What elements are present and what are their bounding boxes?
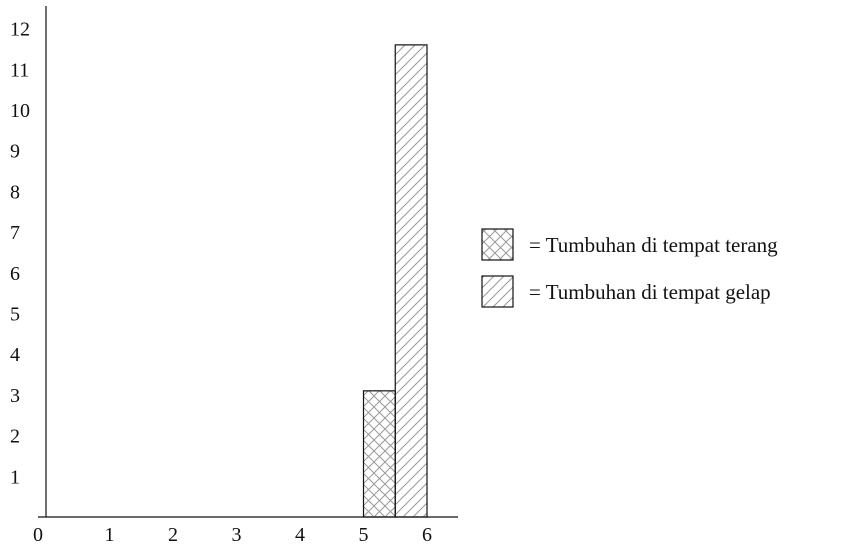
y-tick-label: 7 (10, 222, 20, 244)
legend-label: = Tumbuhan di tempat gelap (529, 280, 771, 304)
y-tick-label: 8 (10, 181, 20, 203)
x-tick-label: 5 (359, 524, 369, 546)
bar-series-1-0 (394, 44, 428, 518)
x-tick-label: 2 (168, 524, 178, 546)
y-tick-label: 6 (10, 263, 20, 285)
y-tick-label: 3 (10, 385, 20, 407)
y-tick-label: 10 (10, 100, 30, 122)
y-tick-label: 5 (10, 304, 20, 326)
x-tick-label: 3 (232, 524, 242, 546)
bar-series-0-0 (362, 390, 396, 518)
x-tick-label: 6 (422, 524, 432, 546)
y-tick-label: 4 (10, 344, 20, 366)
x-tick-label: 0 (33, 524, 43, 546)
x-tick-label: 1 (105, 524, 115, 546)
x-tick-label: 4 (295, 524, 305, 546)
y-tick-label: 11 (10, 59, 29, 81)
legend-swatch-diagonal (481, 275, 514, 308)
legend-swatch-crosshatch (481, 228, 514, 261)
y-tick-label: 12 (10, 19, 30, 41)
y-tick-label: 1 (10, 466, 20, 488)
legend-label: = Tumbuhan di tempat terang (529, 233, 778, 257)
y-tick-label: 9 (10, 141, 20, 163)
y-tick-label: 2 (10, 426, 20, 448)
